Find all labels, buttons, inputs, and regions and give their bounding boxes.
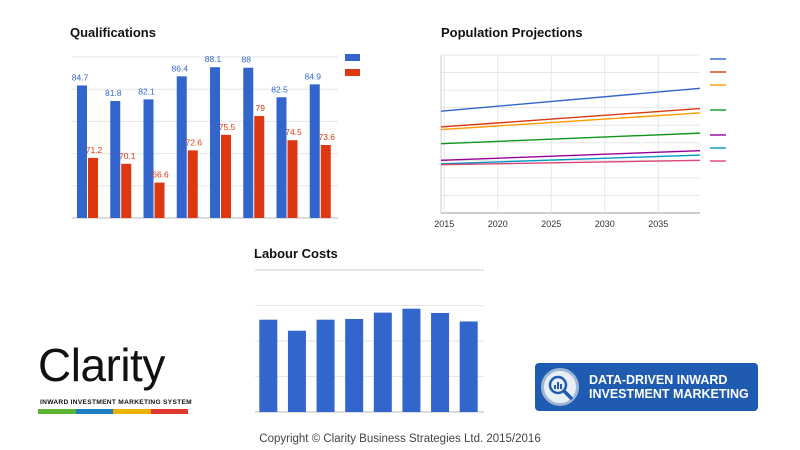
data-label: 72.6 [185, 137, 202, 147]
data-label: 66.6 [152, 170, 169, 180]
bar-blue [276, 97, 287, 218]
data-label: 88.1 [205, 54, 222, 64]
series-line [440, 149, 701, 162]
x-tick-label: 2020 [488, 219, 508, 229]
data-label: 74.5 [285, 127, 302, 137]
x-tick-label: 2015 [434, 219, 454, 229]
series-line [440, 154, 701, 165]
x-tick-label: 2035 [648, 219, 668, 229]
labour-bar [287, 330, 306, 412]
labour-bar [402, 308, 421, 412]
bar-red [320, 145, 331, 218]
data-label: 84.9 [304, 71, 321, 81]
labour-bar [373, 312, 392, 412]
qualifications-title: Qualifications [70, 25, 156, 40]
bar-red [187, 150, 198, 218]
bar-red [287, 140, 298, 218]
labour-bar [431, 312, 450, 412]
bar-blue [243, 67, 254, 218]
data-label: 82.5 [271, 84, 288, 94]
stripe-red [150, 409, 188, 414]
bar-blue [309, 84, 320, 219]
bar-blue [110, 101, 121, 218]
data-label: 82.1 [138, 86, 155, 96]
clarity-logo-tagline: INWARD INVESTMENT MARKETING SYSTEM [40, 399, 192, 406]
badge-line-1: DATA-DRIVEN INWARD [589, 373, 728, 387]
stripe-green [38, 409, 76, 414]
copyright-text: Copyright © Clarity Business Strategies … [259, 433, 541, 445]
bar-red [221, 134, 231, 218]
bar-blue [143, 99, 154, 218]
bar-red [154, 182, 165, 218]
data-label: 88 [242, 55, 252, 65]
series-line [440, 112, 701, 131]
legend-swatch [345, 54, 360, 61]
bar-red [254, 116, 265, 218]
data-label: 86.4 [171, 63, 188, 73]
bar-red [88, 157, 98, 218]
x-tick-label: 2030 [595, 219, 615, 229]
x-tick-label: 2025 [541, 219, 561, 229]
data-label: 84.7 [72, 72, 89, 82]
data-label: 73.6 [318, 132, 335, 142]
bar-blue [77, 85, 87, 219]
data-label: 70.1 [119, 151, 136, 161]
series-line [440, 87, 701, 112]
population-title: Population Projections [441, 25, 583, 40]
magnifier-chart-icon [541, 368, 579, 406]
labour-bar [316, 319, 335, 412]
data-driven-badge: DATA-DRIVEN INWARD INVESTMENT MARKETING [535, 363, 758, 411]
clarity-logo-word: Clarity [38, 339, 165, 391]
data-label: 75.5 [219, 122, 236, 132]
data-label: 79 [256, 103, 266, 113]
data-label: 71.2 [86, 145, 103, 155]
clarity-logo-stripe [38, 409, 188, 414]
stripe-yellow [113, 409, 151, 414]
legend-swatch [345, 69, 360, 76]
data-label: 81.8 [105, 88, 122, 98]
series-line [440, 132, 701, 145]
bar-red [121, 163, 132, 218]
bar-blue [210, 67, 220, 219]
bar-blue [176, 76, 187, 218]
labour-bar [459, 321, 478, 412]
series-line [440, 159, 701, 166]
series-line [440, 107, 701, 128]
labour-title: Labour Costs [254, 246, 338, 261]
stripe-blue [75, 409, 113, 414]
labour-bar [259, 319, 278, 412]
badge-line-2: INVESTMENT MARKETING [589, 387, 749, 401]
labour-bar [345, 318, 364, 412]
